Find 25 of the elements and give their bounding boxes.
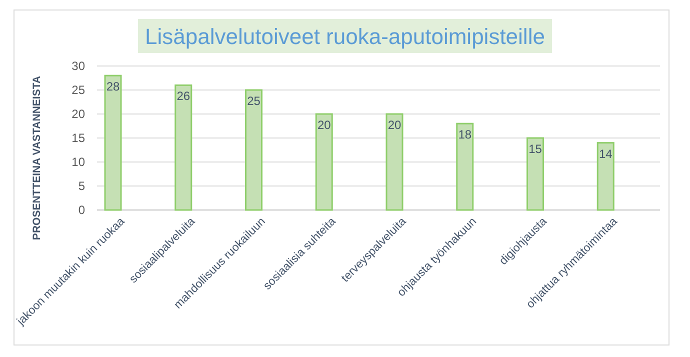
y-tick-label: 15 [72, 131, 86, 145]
y-tick-label: 5 [78, 179, 86, 193]
data-label: 28 [106, 80, 120, 94]
data-label: 25 [247, 94, 261, 108]
chart-title: Lisäpalvelutoiveet ruoka-aputoimipisteille [145, 24, 545, 49]
data-label: 20 [388, 118, 402, 132]
bar [596, 142, 614, 211]
bar [386, 113, 404, 211]
y-tick-label: 25 [72, 83, 86, 97]
y-tick-label: 10 [72, 155, 86, 169]
y-axis-title: PROSENTTEINA VASTANNEISTA [31, 76, 43, 240]
y-tick-label: 30 [72, 59, 86, 73]
bar [174, 84, 192, 211]
data-label: 26 [176, 89, 190, 104]
data-label: 15 [528, 142, 542, 156]
data-label: 14 [598, 146, 613, 161]
bar [104, 74, 122, 211]
y-tick-label: 0 [78, 203, 86, 217]
y-tick-label: 20 [72, 107, 86, 121]
bar [245, 89, 262, 211]
data-label: 18 [458, 128, 472, 142]
bar [456, 122, 474, 211]
bar [526, 137, 544, 211]
bar [315, 113, 333, 211]
data-label: 20 [317, 118, 332, 132]
